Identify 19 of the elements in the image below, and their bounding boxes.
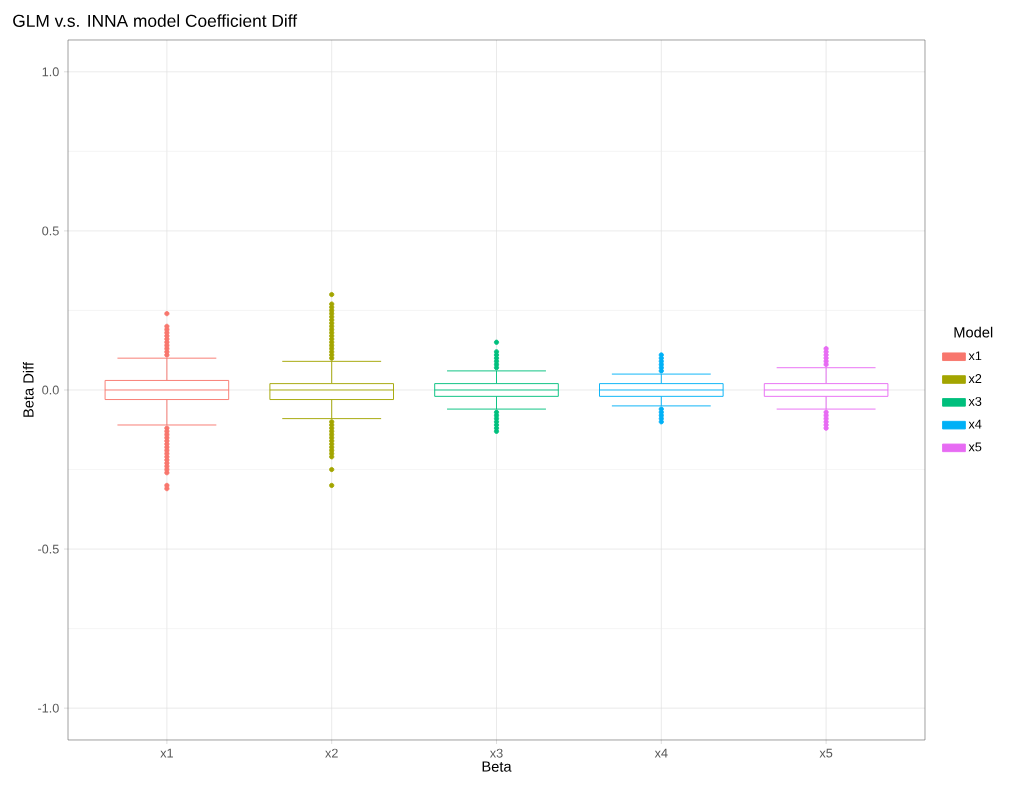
x-tick-label: x4 — [654, 748, 668, 758]
y-tick-label: 1.0 — [42, 67, 59, 77]
x-tick-label: x3 — [489, 748, 503, 758]
legend-label: x3 — [968, 396, 982, 406]
x-tick-label: x2 — [325, 748, 338, 758]
legend-label: x5 — [968, 442, 982, 452]
x-tick-label: x1 — [160, 748, 173, 758]
legend-title: Model — [954, 326, 993, 338]
x-axis-title: Beta — [482, 761, 512, 772]
y-tick-label: 0.0 — [42, 385, 59, 395]
legend-label: x1 — [968, 351, 982, 361]
y-tick-label: -1.0 — [38, 703, 59, 713]
legend-label: x2 — [968, 374, 982, 383]
y-tick-label: -0.5 — [38, 544, 59, 554]
y-tick-label: 0.5 — [42, 226, 59, 236]
legend-label: x4 — [968, 419, 982, 429]
x-tick-label: x5 — [819, 748, 833, 758]
y-axis-title: Beta Diff — [22, 361, 34, 417]
chart-title: GLM v.s. INNA model Coefficient Diff — [13, 14, 298, 27]
